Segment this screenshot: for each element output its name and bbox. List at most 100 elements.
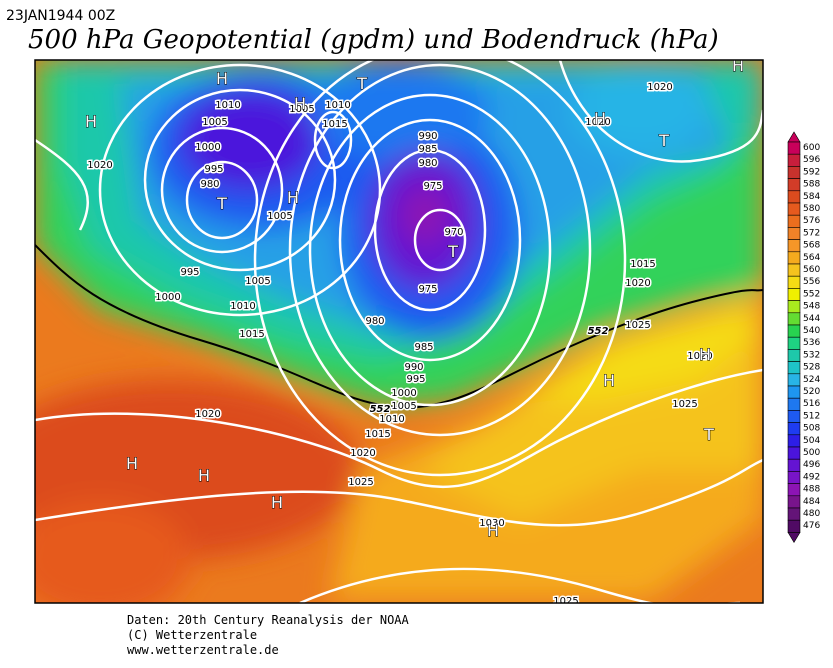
pressure-system: H — [487, 521, 499, 540]
colorbar-label: 500 — [803, 448, 820, 458]
colorbar-label: 552 — [803, 289, 820, 299]
isobar-label: 995 — [180, 267, 199, 278]
isobar-label: 995 — [406, 374, 425, 385]
isobar-label: 1020 — [647, 82, 672, 93]
colorbar-label: 508 — [803, 424, 820, 434]
colorbar-box — [787, 471, 801, 484]
colorbar-label: 536 — [803, 338, 820, 348]
isobar-label: 1020 — [625, 278, 650, 289]
isobar-label: 1015 — [239, 329, 264, 340]
isobar-label: 1005 — [245, 276, 270, 287]
isobar-label: 1010 — [379, 414, 404, 425]
pressure-system: H — [732, 56, 744, 75]
isobar-label: 1000 — [391, 388, 416, 399]
isobar-label: 970 — [444, 227, 463, 238]
pressure-system: H — [126, 454, 138, 473]
colorbar-box — [787, 190, 801, 204]
colorbar-label: 480 — [803, 509, 820, 519]
colorbar-label: 476 — [803, 521, 820, 531]
footer-line: www.wetterzentrale.de — [127, 643, 279, 657]
pressure-system: T — [356, 74, 367, 93]
colorbar-box — [787, 361, 801, 375]
isobar-label: 1030 — [479, 518, 504, 529]
colorbar-box — [787, 410, 801, 423]
colorbar-box — [787, 178, 801, 192]
colorbar-label: 496 — [803, 460, 820, 470]
colorbar-label: 560 — [803, 265, 820, 275]
isobar-label: 1010 — [215, 100, 240, 111]
colorbar-box — [787, 336, 801, 350]
isobar-label: 1015 — [365, 429, 390, 440]
colorbar-label: 600 — [803, 143, 820, 153]
colorbar-cap — [787, 131, 801, 143]
colorbar-box — [787, 202, 801, 216]
colorbar-label: 564 — [803, 253, 820, 263]
isobar-label: 1020 — [195, 409, 220, 420]
colorbar-box — [787, 446, 801, 460]
colorbar-label: 584 — [803, 192, 820, 202]
colorbar-label: 524 — [803, 375, 820, 385]
colorbar-label: 504 — [803, 436, 820, 446]
colorbar-box — [787, 312, 801, 326]
colorbar-label: 532 — [803, 350, 820, 360]
colorbar: 600 596 592 588 584 580 576 572 568 564 560 556 552 5… — [787, 131, 820, 543]
colorbar-label: 568 — [803, 241, 820, 251]
pressure-system: H — [603, 371, 615, 390]
colorbar-box — [787, 166, 801, 179]
colorbar-label: 592 — [803, 167, 820, 177]
colorbar-label: 484 — [803, 497, 820, 507]
colorbar-label: 580 — [803, 204, 820, 214]
isobar-label: 980 — [365, 316, 384, 327]
colorbar-label: 520 — [803, 387, 820, 397]
isobar-label: 1025 — [348, 477, 373, 488]
isobar-label: 1025 — [553, 596, 578, 607]
colorbar-label: 544 — [803, 314, 820, 324]
colorbar-box — [787, 373, 801, 387]
isobar-label: 1025 — [672, 399, 697, 410]
isobar-label: 1010 — [230, 301, 255, 312]
isobar-label: 1005 — [391, 401, 416, 412]
isobar-label: 1020 — [687, 351, 712, 362]
colorbar-label: 492 — [803, 472, 820, 482]
colorbar-box — [787, 349, 801, 362]
colorbar-box — [787, 239, 801, 253]
colorbar-cap — [787, 532, 801, 543]
pressure-system: H — [271, 493, 283, 512]
isobar-label: 990 — [404, 362, 423, 373]
isobar-label: 1015 — [630, 259, 655, 270]
isobar-label: 980 — [418, 158, 437, 169]
date: 23JAN1944 00Z — [6, 8, 115, 24]
colorbar-box — [787, 422, 801, 436]
pressure-system: H — [594, 109, 606, 128]
colorbar-box — [787, 214, 801, 228]
isobar-label: 1020 — [350, 448, 375, 459]
colorbar-box — [787, 519, 801, 533]
colorbar-label: 488 — [803, 485, 820, 495]
colorbar-box — [787, 495, 801, 509]
title: 500 hPa Geopotential (gpdm) und Bodendru… — [28, 25, 719, 55]
pressure-system: T — [658, 131, 669, 150]
colorbar-label: 548 — [803, 302, 820, 312]
boundary-label: 552 — [370, 404, 391, 415]
isobar-label: 975 — [423, 181, 442, 192]
pressure-system: H — [294, 94, 306, 113]
colorbar-label: 576 — [803, 216, 820, 226]
colorbar-label: 556 — [803, 277, 820, 287]
isobar-label: 975 — [418, 284, 437, 295]
colorbar-box — [787, 227, 801, 240]
isobar-label: 985 — [418, 144, 437, 155]
boundary-label: 552 — [588, 326, 609, 337]
colorbar-label: 588 — [803, 180, 820, 190]
isobar-label: 995 — [204, 164, 223, 175]
colorbar-box — [787, 507, 801, 521]
isobar-label: 1010 — [325, 100, 350, 111]
map: 1010 1005 1010 1015 1005 1000 995 980 1020 1005 99… — [35, 56, 763, 607]
colorbar-box — [787, 300, 801, 314]
colorbar-box — [787, 385, 801, 399]
map-frame — [34, 59, 764, 604]
pressure-system: T — [447, 242, 458, 261]
isobar-label: 985 — [414, 342, 433, 353]
colorbar-box — [787, 275, 801, 289]
colorbar-label: 528 — [803, 363, 820, 373]
isobar-label: 1005 — [202, 117, 227, 128]
